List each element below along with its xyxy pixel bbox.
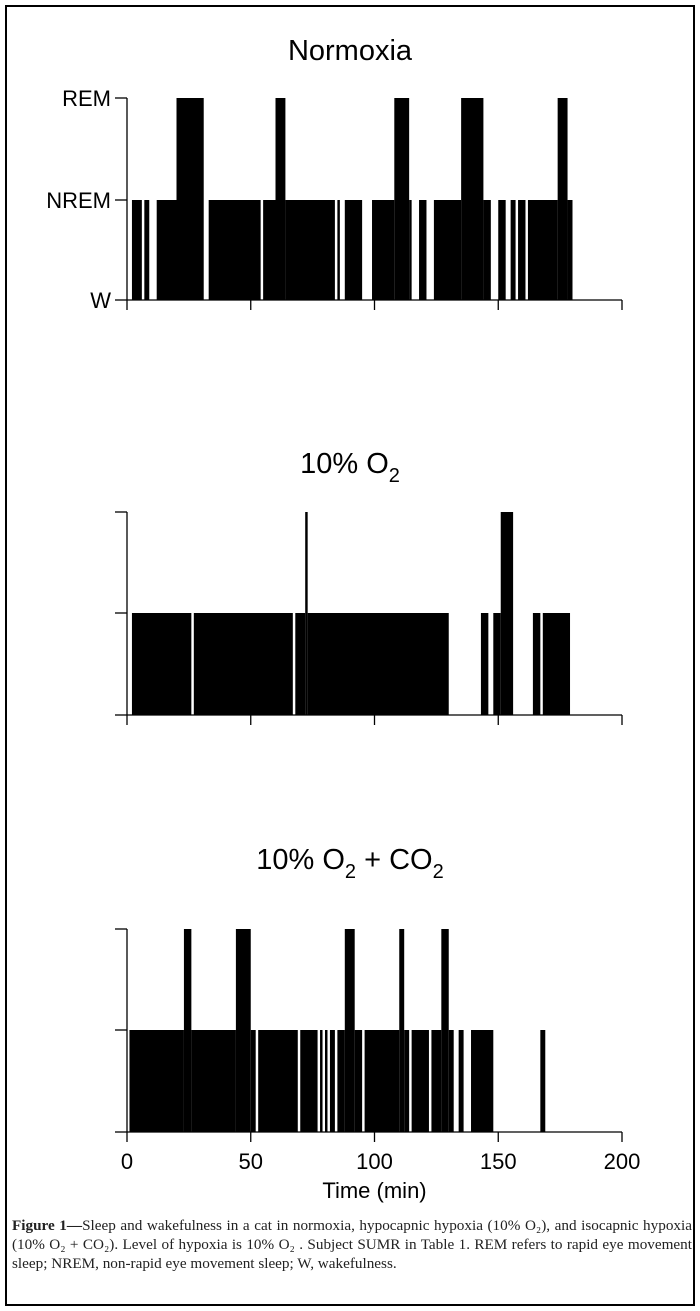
sleep-bar-3-4 — [250, 1030, 256, 1132]
sleep-bar-1-10 — [372, 200, 395, 300]
sleep-bar-3-20 — [458, 1030, 464, 1132]
panel-title-3: 10% O2 + CO2 — [256, 844, 443, 883]
sleep-bar-3-10 — [337, 1030, 345, 1132]
ytick-label-nrem: NREM — [46, 188, 111, 213]
sleep-bar-1-21 — [557, 98, 568, 300]
sleep-bar-1-19 — [518, 200, 526, 300]
sleep-bar-2-2 — [295, 613, 306, 715]
sleep-bar-1-13 — [419, 200, 427, 300]
sleep-bar-3-22 — [540, 1030, 546, 1132]
sleep-bar-3-0 — [129, 1030, 184, 1132]
sleep-bar-3-19 — [448, 1030, 454, 1132]
sleep-bar-1-6 — [275, 98, 286, 300]
sleep-bar-1-7 — [285, 200, 335, 300]
xtick-label-200: 200 — [604, 1149, 641, 1174]
x-axis-title: Time (min) — [322, 1178, 426, 1203]
caption-text: Sleep and wakefulness in a cat in normox… — [12, 1217, 692, 1272]
sleep-bar-2-7 — [500, 512, 514, 715]
sleep-bar-1-9 — [344, 200, 363, 300]
sleep-bar-3-3 — [235, 929, 251, 1132]
sleep-bar-3-5 — [258, 1030, 298, 1132]
sleep-bar-1-12 — [409, 200, 412, 300]
sleep-bar-1-0 — [131, 200, 142, 300]
sleep-bar-2-1 — [193, 613, 293, 715]
sleep-bar-3-2 — [191, 1030, 236, 1132]
figure-caption: Figure 1—Sleep and wakefulness in a cat … — [12, 1216, 692, 1273]
sleep-bar-1-5 — [263, 200, 276, 300]
sleep-bar-2-8 — [532, 613, 541, 715]
panel-title-2: 10% O2 — [300, 448, 400, 487]
sleep-bar-2-6 — [493, 613, 501, 715]
xtick-label-0: 0 — [121, 1149, 133, 1174]
sleep-bar-1-16 — [483, 200, 491, 300]
sleep-bar-1-22 — [567, 200, 573, 300]
sleep-bar-1-20 — [527, 200, 558, 300]
sleep-bar-3-17 — [431, 1030, 442, 1132]
sleep-bar-1-15 — [461, 98, 484, 300]
sleep-bar-1-18 — [510, 200, 516, 300]
sleep-bar-2-5 — [480, 613, 489, 715]
xtick-label-100: 100 — [356, 1149, 393, 1174]
sleep-bar-1-14 — [433, 200, 462, 300]
ytick-label-rem: REM — [62, 86, 111, 111]
sleep-bar-1-2 — [156, 200, 177, 300]
panel-title-1: Normoxia — [288, 35, 413, 67]
sleep-bar-3-12 — [354, 1030, 363, 1132]
xtick-label-50: 50 — [239, 1149, 263, 1174]
sleep-bar-3-16 — [411, 1030, 429, 1132]
sleep-bar-2-0 — [131, 613, 192, 715]
xtick-label-150: 150 — [480, 1149, 517, 1174]
sleep-bar-2-4 — [307, 613, 449, 715]
sleep-bar-1-17 — [498, 200, 506, 300]
sleep-bar-3-6 — [300, 1030, 318, 1132]
sleep-bar-3-21 — [471, 1030, 494, 1132]
sleep-bar-3-11 — [344, 929, 355, 1132]
sleep-bar-3-1 — [183, 929, 192, 1132]
caption-lead: Figure 1— — [12, 1217, 83, 1234]
sleep-bar-1-8 — [337, 200, 340, 300]
sleep-bar-1-4 — [208, 200, 261, 300]
sleep-bar-1-1 — [144, 200, 150, 300]
sleep-bar-3-18 — [441, 929, 449, 1132]
sleep-bar-3-13 — [364, 1030, 400, 1132]
sleep-bar-1-3 — [176, 98, 204, 300]
sleep-bar-3-14 — [399, 929, 405, 1132]
sleep-bar-1-11 — [394, 98, 410, 300]
sleep-bar-3-15 — [404, 1030, 410, 1132]
ytick-label-w: W — [90, 288, 111, 313]
sleep-bar-3-9 — [329, 1030, 335, 1132]
sleep-bar-3-8 — [325, 1030, 328, 1132]
sleep-bar-3-7 — [320, 1030, 323, 1132]
sleep-bar-2-3 — [305, 512, 308, 715]
sleep-bar-2-9 — [542, 613, 571, 715]
